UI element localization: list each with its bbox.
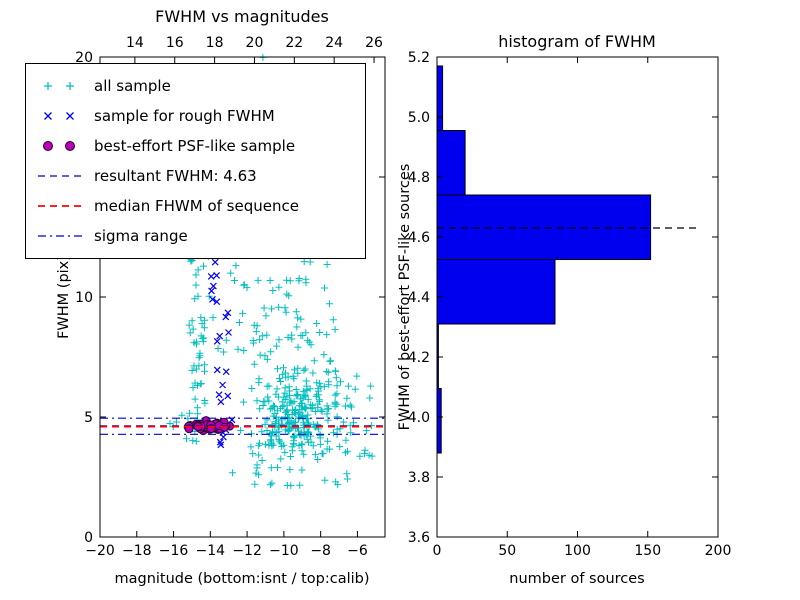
y-tick-label: 4.2: [408, 350, 430, 366]
y-tick-label: 5.0: [408, 110, 430, 126]
x-tick-label: −20: [85, 543, 115, 559]
legend-glyph: [43, 141, 53, 151]
x-tick-label: −16: [159, 543, 189, 559]
x-tick-label: −14: [196, 543, 226, 559]
y-tick-label: 4.0: [408, 410, 430, 426]
y-tick-label: 4.4: [408, 290, 430, 306]
x-tick-label: 0: [433, 543, 442, 559]
y-tick-label: 4.6: [408, 230, 430, 246]
right-plot-xlabel: number of sources: [509, 571, 645, 587]
legend-item: median FHWM of sequence: [36, 191, 359, 221]
left-plot-xlabel: magnitude (bottom:isnt / top:calib): [114, 571, 369, 587]
x-tick-label: 200: [705, 543, 732, 559]
x-tick-label: −12: [232, 543, 262, 559]
y-tick-label: 20: [75, 50, 93, 66]
legend-item: best-effort PSF-like sample: [36, 131, 359, 161]
y-tick-label: 5: [84, 410, 93, 426]
top-tick-label: 14: [126, 35, 144, 51]
top-tick-label: 22: [285, 35, 303, 51]
top-tick-label: 24: [325, 35, 343, 51]
x-tick-label: 150: [634, 543, 661, 559]
legend-item: resultant FWHM: 4.63: [36, 161, 359, 191]
top-tick-label: 26: [365, 35, 383, 51]
x-tick-label: −6: [347, 543, 368, 559]
left-plot-ylabel: FWHM (pix): [56, 255, 72, 339]
legend-item-label: resultant FWHM: 4.63: [94, 167, 257, 185]
legend: all sample sample for rough FWHM best-effo…: [25, 63, 366, 259]
hist-bar: [436, 388, 442, 454]
hist-bar: [436, 194, 652, 260]
legend-item-label: sample for rough FWHM: [94, 107, 275, 125]
scatter-series-x: [207, 237, 236, 449]
legend-item: all sample: [36, 71, 359, 101]
legend-item-label: best-effort PSF-like sample: [94, 137, 296, 155]
hist-bar: [436, 65, 444, 131]
legend-marker-plus-icon: [44, 82, 74, 90]
hist-bar: [436, 259, 556, 325]
top-tick-label: 18: [206, 35, 224, 51]
legend-glyph: [65, 141, 75, 151]
hist-bar: [436, 130, 466, 196]
y-tick-label: 3.8: [408, 470, 430, 486]
legend-item-label: median FHWM of sequence: [94, 197, 299, 215]
legend-marker-circle-icon: [43, 141, 75, 151]
x-tick-label: −8: [310, 543, 331, 559]
legend-glyph: [44, 82, 52, 90]
x-tick-label: 100: [564, 543, 591, 559]
left-plot-title: FWHM vs magnitudes: [155, 7, 329, 26]
y-tick-label: 4.8: [408, 170, 430, 186]
x-tick-label: −18: [122, 543, 152, 559]
top-tick-label: 16: [166, 35, 184, 51]
y-tick-label: 0: [84, 530, 93, 546]
right-plot-ylabel: FWHM of best-effort PSF-like sources: [397, 164, 413, 431]
y-tick-label: 10: [75, 290, 93, 306]
legend-item: sample for rough FWHM: [36, 101, 359, 131]
legend-glyph: [66, 82, 74, 90]
top-tick-label: 20: [246, 35, 264, 51]
legend-marker-x-icon: [44, 112, 74, 120]
legend-glyph: [66, 112, 74, 120]
legend-glyph: [44, 112, 52, 120]
legend-marker-dashed-line-icon: [38, 175, 82, 177]
y-tick-label: 3.6: [408, 530, 430, 546]
legend-marker-dashdot-line-icon: [38, 235, 82, 237]
legend-marker-dashed-line-icon: [38, 205, 82, 207]
legend-item-label: sigma range: [94, 227, 188, 245]
x-tick-label: 50: [498, 543, 516, 559]
legend-item: sigma range: [36, 221, 359, 251]
legend-item-label: all sample: [94, 77, 171, 95]
x-tick-label: −10: [269, 543, 299, 559]
y-tick-label: 5.2: [408, 50, 430, 66]
right-plot-title: histogram of FWHM: [498, 32, 656, 51]
